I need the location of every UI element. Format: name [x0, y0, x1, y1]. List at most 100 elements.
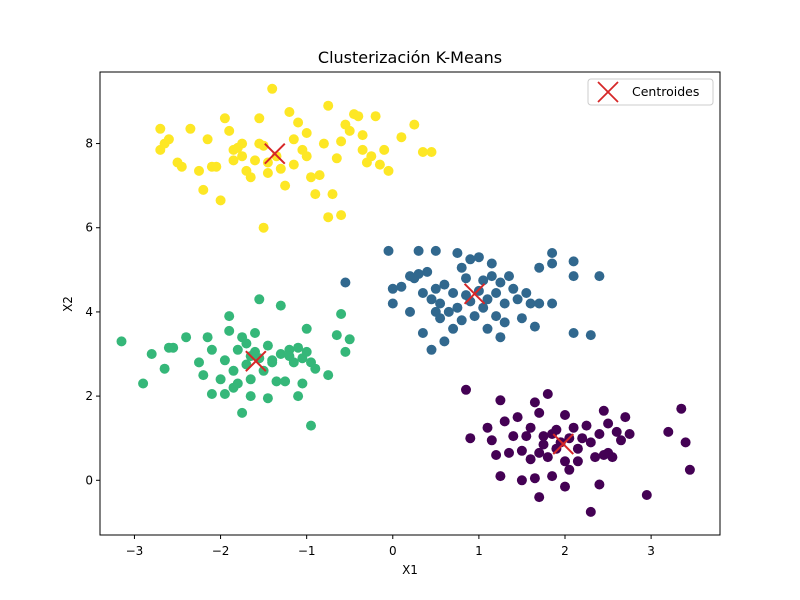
data-point-cluster-3 — [185, 123, 196, 134]
data-point-cluster-1 — [383, 245, 394, 256]
data-point-cluster-3 — [383, 165, 394, 176]
legend-box — [587, 78, 714, 106]
y-axis-label: X2 — [61, 296, 75, 312]
data-point-cluster-0 — [482, 422, 493, 433]
data-point-cluster-1 — [426, 344, 437, 355]
data-point-cluster-1 — [413, 245, 424, 256]
data-point-cluster-1 — [534, 262, 545, 273]
data-point-cluster-1 — [387, 283, 398, 294]
data-point-cluster-3 — [323, 212, 334, 223]
data-point-cluster-1 — [486, 271, 497, 282]
data-point-cluster-3 — [344, 125, 355, 136]
data-point-cluster-0 — [542, 452, 553, 463]
y-tick-label: 4 — [85, 305, 93, 319]
data-point-cluster-2 — [224, 325, 235, 336]
data-point-cluster-1 — [568, 256, 579, 267]
data-point-cluster-0 — [516, 445, 527, 456]
data-point-cluster-0 — [529, 397, 540, 408]
data-point-cluster-2 — [138, 378, 149, 389]
data-point-cluster-1 — [456, 315, 467, 326]
data-point-cluster-0 — [581, 420, 592, 431]
data-point-cluster-0 — [495, 471, 506, 482]
data-point-cluster-1 — [508, 283, 519, 294]
data-point-cluster-3 — [310, 189, 321, 200]
data-points — [116, 83, 695, 517]
data-point-cluster-2 — [262, 393, 273, 404]
data-point-cluster-0 — [461, 384, 471, 395]
data-point-cluster-0 — [603, 418, 614, 429]
data-point-cluster-0 — [616, 435, 626, 446]
data-point-cluster-1 — [387, 298, 398, 309]
data-point-cluster-2 — [206, 389, 217, 399]
data-point-cluster-2 — [168, 342, 179, 353]
data-point-cluster-0 — [491, 450, 502, 460]
data-point-cluster-2 — [271, 376, 282, 387]
data-point-cluster-1 — [491, 288, 502, 298]
data-point-cluster-1 — [448, 288, 459, 298]
data-point-cluster-3 — [258, 222, 269, 233]
y-tick-label: 8 — [85, 137, 93, 151]
data-point-cluster-3 — [370, 111, 381, 122]
data-point-cluster-3 — [314, 170, 325, 181]
data-point-cluster-3 — [215, 195, 226, 206]
data-point-cluster-0 — [620, 412, 631, 423]
data-point-cluster-0 — [607, 452, 618, 463]
data-point-cluster-1 — [482, 323, 493, 334]
x-tick-label: 1 — [475, 544, 483, 558]
data-point-cluster-3 — [417, 147, 428, 157]
data-point-cluster-1 — [547, 258, 558, 269]
data-point-cluster-2 — [336, 309, 347, 319]
data-point-cluster-1 — [405, 306, 415, 317]
data-point-cluster-2 — [198, 370, 209, 381]
data-point-cluster-1 — [426, 294, 437, 305]
data-point-cluster-3 — [379, 144, 390, 155]
data-point-cluster-0 — [560, 481, 570, 492]
data-point-cluster-0 — [534, 447, 545, 458]
data-point-cluster-0 — [486, 435, 497, 446]
data-point-cluster-3 — [155, 123, 166, 134]
data-point-cluster-1 — [430, 283, 441, 294]
data-point-cluster-3 — [245, 172, 256, 183]
data-point-cluster-3 — [275, 163, 286, 174]
data-point-cluster-2 — [301, 323, 312, 334]
data-point-cluster-3 — [219, 113, 230, 124]
data-point-cluster-3 — [357, 144, 368, 155]
data-point-cluster-1 — [435, 298, 446, 309]
data-point-cluster-1 — [439, 279, 450, 290]
data-point-cluster-0 — [585, 437, 596, 448]
data-point-cluster-0 — [598, 450, 609, 460]
data-point-cluster-3 — [194, 165, 204, 176]
x-tick-label: 0 — [389, 544, 397, 558]
data-point-cluster-1 — [512, 294, 523, 305]
data-point-cluster-2 — [284, 351, 295, 362]
data-point-cluster-3 — [366, 151, 377, 162]
data-point-cluster-0 — [542, 389, 553, 399]
x-axis-label: X1 — [402, 563, 418, 577]
data-point-cluster-2 — [159, 363, 170, 374]
data-point-cluster-0 — [525, 422, 536, 433]
data-point-cluster-1 — [340, 277, 351, 288]
data-point-cluster-3 — [293, 117, 304, 128]
data-point-cluster-1 — [534, 298, 545, 309]
data-point-cluster-0 — [508, 431, 519, 442]
data-point-cluster-2 — [146, 349, 157, 359]
data-point-cluster-3 — [301, 128, 312, 138]
data-point-cluster-1 — [456, 262, 467, 273]
data-point-cluster-1 — [465, 254, 476, 265]
data-point-cluster-1 — [452, 248, 463, 258]
data-point-cluster-3 — [426, 147, 437, 157]
data-point-cluster-0 — [495, 395, 506, 406]
data-point-cluster-0 — [577, 433, 588, 444]
data-point-cluster-3 — [224, 125, 235, 136]
data-point-cluster-2 — [293, 391, 304, 402]
data-point-cluster-0 — [551, 424, 562, 435]
data-point-cluster-0 — [676, 403, 687, 414]
data-point-cluster-0 — [572, 456, 583, 467]
data-point-cluster-0 — [598, 405, 609, 416]
data-point-cluster-2 — [293, 342, 304, 353]
data-point-cluster-2 — [219, 355, 230, 366]
data-point-cluster-3 — [336, 210, 347, 221]
x-axis-ticks: −3 −2 −1 0 1 2 3 — [126, 535, 655, 558]
data-point-cluster-1 — [452, 302, 463, 313]
